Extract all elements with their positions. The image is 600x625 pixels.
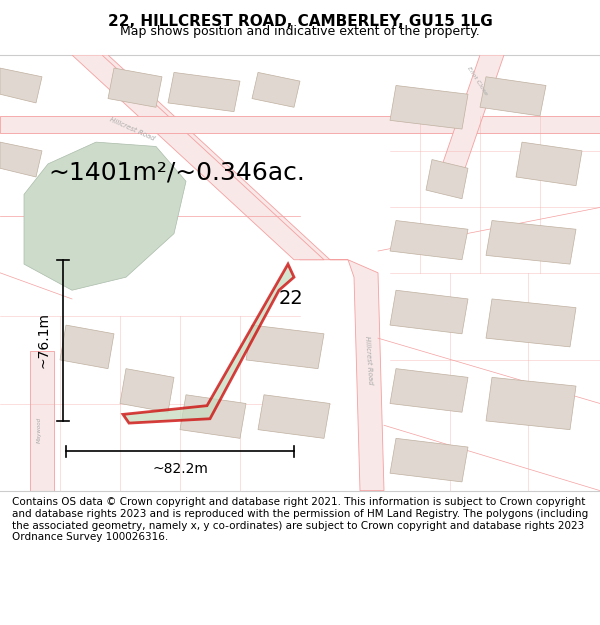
- Text: ~76.1m: ~76.1m: [37, 312, 51, 368]
- Text: ~1401m²/~0.346ac.: ~1401m²/~0.346ac.: [49, 161, 305, 184]
- Polygon shape: [438, 55, 504, 177]
- Polygon shape: [246, 325, 324, 369]
- Polygon shape: [390, 369, 468, 413]
- Text: Maywood: Maywood: [37, 417, 41, 442]
- Text: ~82.2m: ~82.2m: [152, 462, 208, 476]
- Polygon shape: [390, 86, 468, 129]
- Polygon shape: [390, 221, 468, 260]
- Polygon shape: [0, 142, 42, 177]
- Polygon shape: [78, 55, 348, 260]
- Polygon shape: [390, 290, 468, 334]
- Text: 22, HILLCREST ROAD, CAMBERLEY, GU15 1LG: 22, HILLCREST ROAD, CAMBERLEY, GU15 1LG: [107, 14, 493, 29]
- Polygon shape: [426, 159, 468, 199]
- Polygon shape: [120, 369, 174, 413]
- Polygon shape: [390, 438, 468, 482]
- Polygon shape: [348, 260, 384, 491]
- Text: Map shows position and indicative extent of the property.: Map shows position and indicative extent…: [120, 26, 480, 39]
- Polygon shape: [258, 395, 330, 438]
- Polygon shape: [60, 325, 114, 369]
- Polygon shape: [180, 395, 246, 438]
- Polygon shape: [72, 55, 324, 260]
- Text: Hillcrest Road: Hillcrest Road: [109, 116, 155, 142]
- Text: Eliot Close: Eliot Close: [466, 66, 488, 96]
- Text: 22: 22: [278, 289, 304, 309]
- Polygon shape: [486, 378, 576, 429]
- Polygon shape: [108, 68, 162, 108]
- Polygon shape: [24, 142, 186, 290]
- Polygon shape: [480, 77, 546, 116]
- Text: Hillcrest Road: Hillcrest Road: [364, 336, 374, 384]
- Text: Contains OS data © Crown copyright and database right 2021. This information is : Contains OS data © Crown copyright and d…: [12, 498, 588, 542]
- Polygon shape: [123, 264, 294, 423]
- Polygon shape: [168, 72, 240, 112]
- Polygon shape: [516, 142, 582, 186]
- Polygon shape: [0, 116, 600, 133]
- Polygon shape: [30, 351, 54, 491]
- Polygon shape: [486, 299, 576, 347]
- Polygon shape: [0, 68, 42, 103]
- Polygon shape: [252, 72, 300, 107]
- Polygon shape: [486, 221, 576, 264]
